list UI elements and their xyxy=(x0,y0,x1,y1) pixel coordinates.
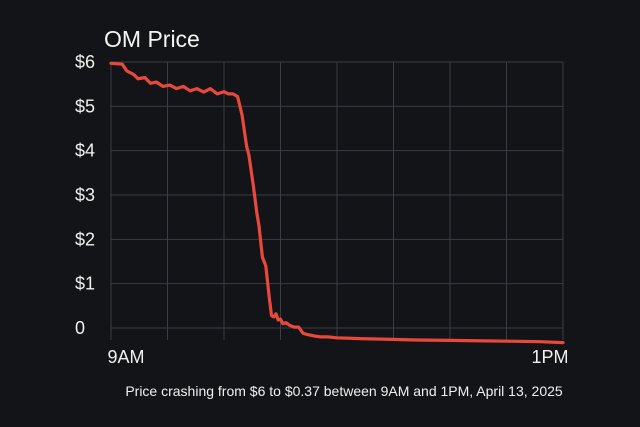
chart-caption: Price crashing from $6 to $0.37 between … xyxy=(125,383,563,399)
gridlines xyxy=(110,61,564,340)
y-tick-label: $2 xyxy=(75,229,95,249)
y-tick-label: $6 xyxy=(75,52,95,72)
y-tick-label: $1 xyxy=(75,274,95,294)
y-tick-label: $5 xyxy=(75,96,95,116)
y-tick-label: $3 xyxy=(75,185,95,205)
y-tick-label: $4 xyxy=(75,141,95,161)
x-tick-label: 1PM xyxy=(531,347,568,367)
y-axis-ticks: $6 $5 $4 $3 $2 $1 0 xyxy=(75,52,95,338)
chart-title: OM Price xyxy=(104,26,200,52)
price-series-line xyxy=(109,61,565,345)
y-tick-label: 0 xyxy=(75,318,85,338)
x-tick-label: 9AM xyxy=(107,347,144,367)
x-axis-ticks: 9AM 1PM xyxy=(107,347,568,367)
